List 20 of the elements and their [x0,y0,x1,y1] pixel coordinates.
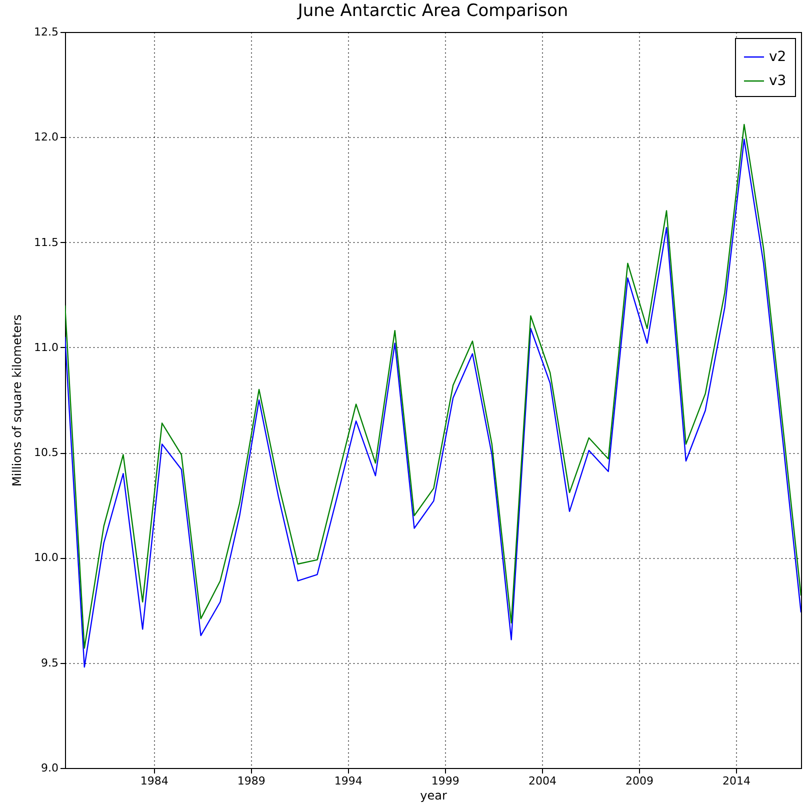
x-tick-label: 1989 [237,774,266,788]
x-tick-label: 1994 [334,774,362,788]
legend-label: v2 [769,49,786,65]
y-tick-label: 11.0 [34,340,58,354]
y-axis-title: Millions of square kilometers [10,314,24,487]
y-tick-label: 10.5 [34,446,58,460]
y-tick-label: 10.0 [34,551,58,564]
x-tick-label: 1999 [431,774,460,788]
y-tick-label: 11.5 [34,236,58,249]
y-tick-label: 12.0 [34,130,58,144]
chart-title: June Antarctic Area Comparison [296,1,568,21]
x-tick-label: 2004 [528,774,556,788]
y-tick-label: 12.5 [34,26,58,38]
x-tick-label: 2009 [625,774,654,788]
legend-label: v3 [769,73,786,89]
x-tick-label: 1984 [140,774,168,788]
x-tick-label: 2014 [722,774,750,788]
y-tick-label: 9.0 [41,762,58,774]
x-axis-title: year [420,788,447,802]
y-tick-label: 9.5 [41,656,58,670]
